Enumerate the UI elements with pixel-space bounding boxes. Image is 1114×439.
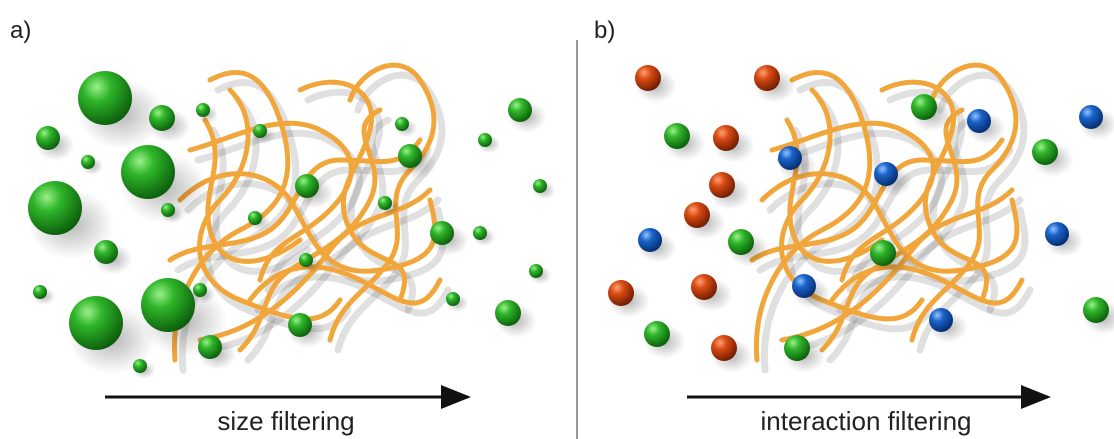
caption: size filtering — [217, 406, 354, 436]
sphere — [1032, 139, 1058, 165]
figure: a) b) size filtering interaction filteri… — [0, 0, 1114, 439]
sphere — [78, 71, 132, 125]
sphere — [430, 221, 454, 245]
sphere — [33, 285, 47, 299]
sphere — [28, 181, 82, 235]
sphere — [395, 117, 409, 131]
sphere — [684, 202, 710, 228]
sphere — [608, 280, 634, 306]
sphere — [198, 335, 222, 359]
sphere — [967, 109, 991, 133]
sphere — [1045, 222, 1069, 246]
sphere — [754, 65, 780, 91]
sphere — [478, 133, 492, 147]
sphere — [193, 283, 207, 297]
sphere — [121, 145, 175, 199]
sphere — [644, 321, 670, 347]
sphere — [446, 292, 460, 306]
sphere — [713, 125, 739, 151]
sphere — [529, 264, 543, 278]
sphere — [711, 335, 737, 361]
sphere — [728, 229, 754, 255]
sphere — [495, 300, 521, 326]
sphere — [94, 240, 118, 264]
sphere — [792, 274, 816, 298]
panel-label: b) — [594, 17, 615, 44]
sphere — [196, 103, 210, 117]
sphere — [288, 313, 312, 337]
sphere — [874, 162, 898, 186]
sphere — [69, 296, 123, 350]
sphere — [133, 359, 147, 373]
caption: interaction filtering — [761, 406, 972, 436]
sphere — [778, 146, 802, 170]
sphere — [635, 65, 661, 91]
sphere — [473, 226, 487, 240]
sphere — [638, 228, 662, 252]
sphere — [253, 124, 267, 138]
sphere — [911, 94, 937, 120]
sphere — [1079, 105, 1103, 129]
sphere — [378, 196, 392, 210]
sphere — [784, 335, 810, 361]
sphere — [398, 144, 422, 168]
sphere — [295, 174, 319, 198]
sphere — [508, 98, 532, 122]
fiber-network — [752, 65, 1030, 370]
sphere — [533, 179, 547, 193]
sphere — [149, 105, 175, 131]
sphere — [709, 172, 735, 198]
panel-label: a) — [10, 17, 31, 44]
sphere — [36, 126, 60, 150]
sphere — [299, 253, 313, 267]
sphere — [870, 240, 896, 266]
sphere — [1083, 297, 1109, 323]
sphere — [929, 308, 953, 332]
sphere — [248, 211, 262, 225]
sphere — [664, 123, 690, 149]
page: a) b) size filtering interaction filteri… — [0, 0, 1114, 439]
sphere — [691, 274, 717, 300]
sphere — [161, 203, 175, 217]
sphere — [81, 155, 95, 169]
